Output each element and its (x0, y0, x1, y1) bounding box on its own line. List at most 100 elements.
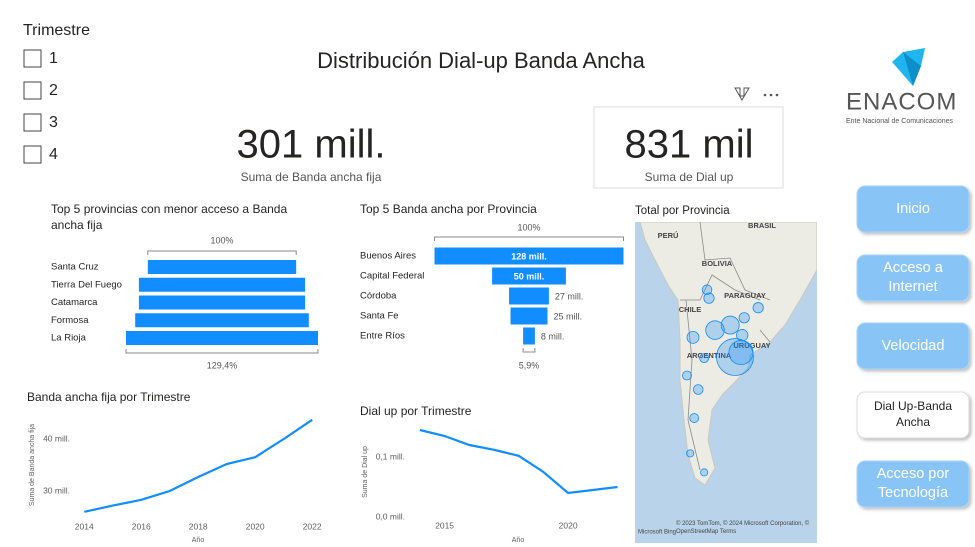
percent-bracket (125, 349, 319, 354)
chart-title: Total por Provincia (635, 205, 730, 217)
funnel-bar (138, 295, 306, 310)
chart-title: Banda ancha fija por Trimestre (27, 390, 191, 404)
card-caption: Suma de Banda ancha fija (241, 170, 382, 184)
bubble (728, 340, 754, 366)
bubble (738, 312, 750, 324)
category-label: Catamarca (51, 297, 98, 308)
x-tick-label: 2022 (303, 521, 322, 531)
chart-title: Top 5 provincias con menor acceso a Band… (51, 202, 288, 233)
nav-label[interactable]: Inicio (896, 200, 930, 217)
bubble (700, 468, 709, 477)
nav-label[interactable]: Acceso por Tecnología (876, 466, 950, 501)
category-label: Capital Federal (360, 271, 424, 282)
checkbox[interactable] (23, 81, 42, 100)
nav-button[interactable] (856, 460, 970, 508)
bubble (682, 370, 692, 381)
bubble (736, 329, 749, 342)
bubble (699, 353, 710, 364)
x-tick-label: 2015 (435, 520, 454, 530)
card-frame (593, 106, 784, 189)
y-tick-label: 30 mill. (43, 485, 70, 495)
slicer-item[interactable]: 4 (49, 146, 58, 163)
nav-label[interactable]: Acceso a Internet (883, 260, 943, 295)
checkbox[interactable] (23, 113, 42, 132)
map-attribution: © 2023 TomTom, © 2024 Microsoft Corporat… (676, 521, 810, 535)
card-caption: Suma de Dial up (645, 170, 734, 184)
category-label: Córdoba (360, 291, 397, 302)
more-icon[interactable] (763, 93, 779, 97)
data-label: 50 mill. (514, 271, 545, 281)
category-label: La Rioja (51, 333, 87, 344)
filter-icon[interactable] (734, 87, 750, 101)
x-tick-label: 2014 (75, 521, 94, 531)
x-tick-label: 2016 (132, 521, 151, 531)
percent-bracket (434, 236, 624, 241)
page-title: Distribución Dial-up Banda Ancha (317, 48, 646, 73)
nav-button[interactable] (856, 185, 970, 233)
bubble (703, 292, 715, 304)
category-label: Formosa (51, 315, 89, 326)
map-provider: Microsoft Bing (638, 530, 676, 536)
map-label: CHILE (679, 305, 702, 314)
bubble (689, 413, 700, 423)
map-label: PERÚ (658, 231, 679, 240)
data-label: 27 mill. (555, 291, 584, 301)
percent-label: 100% (517, 222, 540, 232)
x-axis-title: Año (192, 537, 205, 544)
nav-label[interactable]: Velocidad (881, 337, 945, 354)
funnel-bar (523, 327, 535, 345)
slicer-item[interactable]: 2 (49, 82, 58, 99)
slicer-item[interactable]: 1 (49, 50, 58, 67)
bubble (686, 331, 700, 344)
x-tick-label: 2018 (189, 521, 208, 531)
card-value: 831 mil (625, 123, 754, 167)
bubble (716, 338, 754, 376)
percent-bracket (522, 348, 536, 353)
nav-button[interactable] (856, 254, 970, 302)
logo-name: ENACOM (846, 88, 957, 115)
card-value: 301 mill. (237, 123, 386, 167)
nav-button[interactable] (856, 322, 970, 370)
checkbox[interactable] (23, 49, 42, 68)
nav-button[interactable] (856, 391, 970, 439)
map-label: ARGENTINA (687, 351, 732, 360)
logo-mark (903, 52, 921, 86)
y-tick-label: 0,0 mill. (376, 511, 405, 521)
x-tick-label: 2020 (246, 521, 265, 531)
map-label: PARAGUAY (724, 291, 766, 300)
chart-title: Top 5 Banda ancha por Provincia (360, 202, 537, 216)
funnel-bar (135, 313, 309, 328)
funnel-bar (510, 307, 548, 325)
data-label: 25 mill. (553, 311, 582, 321)
bubble (752, 302, 764, 314)
category-label: Santa Fe (360, 311, 399, 322)
map-label: URUGUAY (733, 341, 770, 350)
bubble (692, 384, 704, 395)
map-border (680, 222, 771, 471)
percent-bracket (147, 250, 297, 255)
chart-title: Dial up por Trimestre (360, 404, 472, 418)
data-label: 8 mill. (541, 331, 565, 341)
category-label: Entre Ríos (360, 331, 405, 342)
y-tick-label: 40 mill. (43, 433, 70, 443)
nav-label[interactable]: Dial Up-Banda Ancha (873, 399, 953, 429)
bubble (686, 449, 695, 458)
funnel-bar (492, 267, 566, 285)
category-label: Santa Cruz (51, 262, 99, 273)
x-axis-title: Año (512, 537, 525, 544)
logo-tagline: Ente Nacional de Comunicaciones (846, 118, 954, 125)
slicer-title: Trimestre (23, 22, 90, 39)
checkbox[interactable] (23, 145, 42, 164)
line (84, 418, 313, 513)
percent-label: 5,9% (519, 360, 540, 370)
funnel-bar (126, 331, 318, 345)
y-axis-title: Suma de Banda ancha fija (29, 424, 36, 506)
funnel-bar (434, 247, 624, 265)
category-label: Tierra Del Fuego (51, 279, 122, 290)
map: PERÚ BRASIL BOLIVIA PARAGUAY CHILE ARGENTINAU… (635, 222, 817, 543)
data-label: 128 mill. (511, 251, 547, 261)
percent-label: 100% (210, 235, 233, 245)
category-label: Buenos Aires (360, 251, 416, 262)
slicer-item[interactable]: 3 (49, 114, 58, 131)
